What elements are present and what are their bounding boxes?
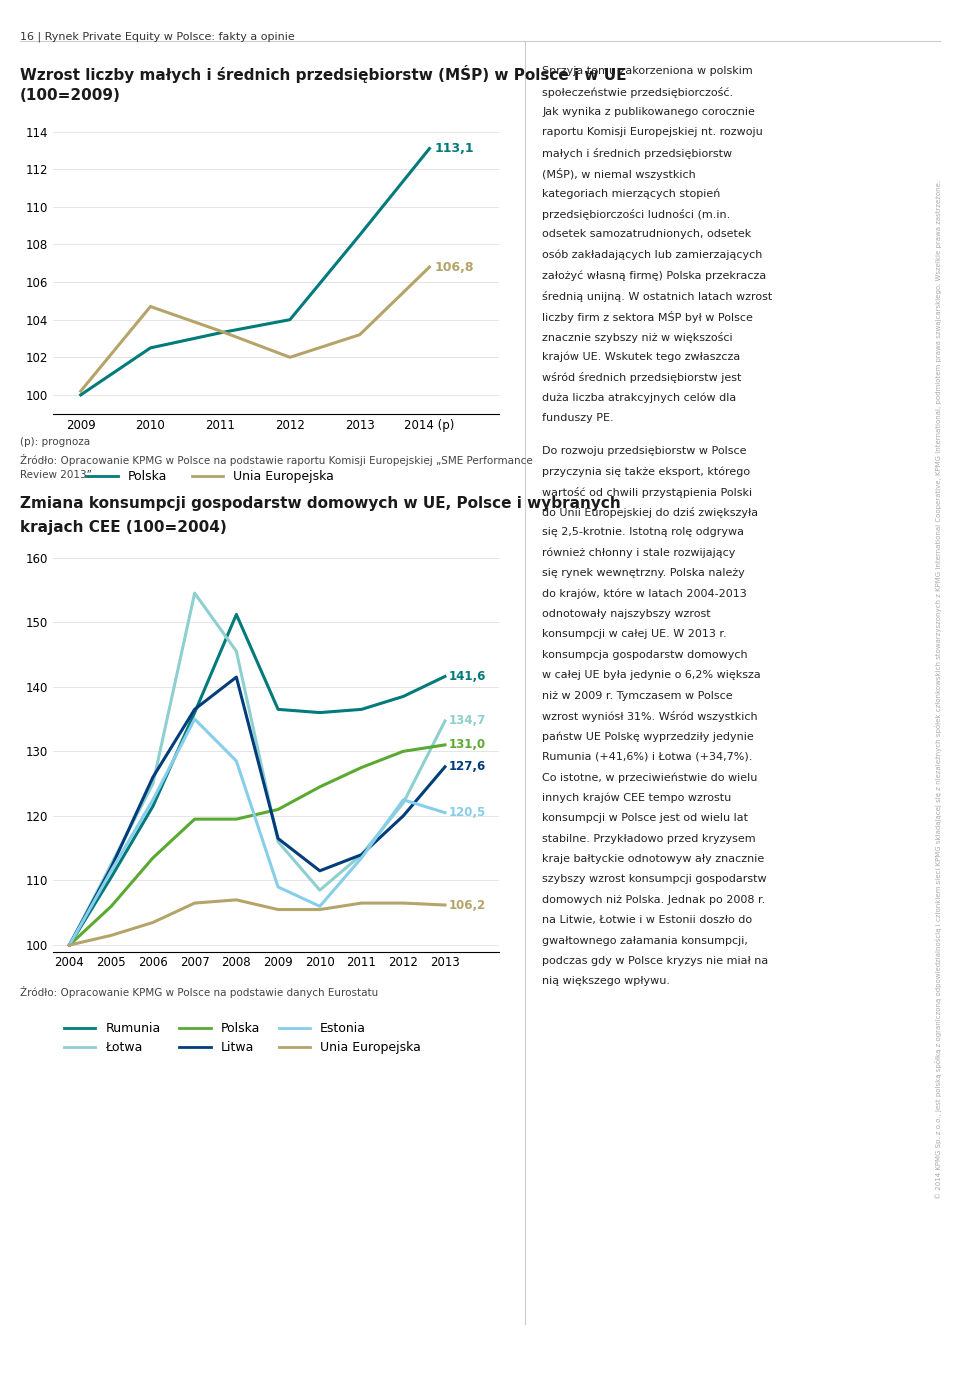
Text: szybszy wzrost konsumpcji gospodarstw: szybszy wzrost konsumpcji gospodarstw: [542, 874, 767, 884]
Text: (p): prognoza: (p): prognoza: [20, 437, 90, 447]
Text: Wzrost liczby małych i średnich przedsiębiorstw (MŚP) w Polsce i w UE: Wzrost liczby małych i średnich przedsię…: [20, 65, 627, 83]
Text: kraje bałtyckie odnotowyw ały znacznie: kraje bałtyckie odnotowyw ały znacznie: [542, 854, 765, 865]
Text: raportu Komisji Europejskiej nt. rozwoju: raportu Komisji Europejskiej nt. rozwoju: [542, 127, 763, 138]
Text: krajów UE. Wskutek tego zwłaszcza: krajów UE. Wskutek tego zwłaszcza: [542, 352, 741, 363]
Text: 106,8: 106,8: [434, 261, 474, 273]
Text: również chłonny i stale rozwijający: również chłonny i stale rozwijający: [542, 547, 735, 558]
Text: 134,7: 134,7: [448, 714, 486, 728]
Text: na Litwie, Łotwie i w Estonii doszło do: na Litwie, Łotwie i w Estonii doszło do: [542, 916, 753, 925]
Text: odsetek samozatrudnionych, odsetek: odsetek samozatrudnionych, odsetek: [542, 229, 752, 240]
Text: duża liczba atrakcyjnych celów dla: duża liczba atrakcyjnych celów dla: [542, 393, 736, 403]
Text: nią większego wpływu.: nią większego wpływu.: [542, 976, 670, 986]
Text: w całej UE była jedynie o 6,2% większa: w całej UE była jedynie o 6,2% większa: [542, 670, 761, 680]
Text: wartość od chwili przystąpienia Polski: wartość od chwili przystąpienia Polski: [542, 487, 753, 498]
Text: 127,6: 127,6: [448, 760, 486, 774]
Text: 120,5: 120,5: [448, 807, 486, 819]
Legend: Rumunia, Łotwa, Polska, Litwa, Estonia, Unia Europejska: Rumunia, Łotwa, Polska, Litwa, Estonia, …: [60, 1016, 426, 1059]
Text: wzrost wyniósł 31%. Wśród wszystkich: wzrost wyniósł 31%. Wśród wszystkich: [542, 712, 758, 723]
Text: kategoriach mierzących stopień: kategoriach mierzących stopień: [542, 189, 721, 199]
Text: wśród średnich przedsiębiorstw jest: wśród średnich przedsiębiorstw jest: [542, 372, 742, 383]
Text: 141,6: 141,6: [448, 670, 486, 683]
Text: Do rozwoju przedsiębiorstw w Polsce: Do rozwoju przedsiębiorstw w Polsce: [542, 445, 747, 456]
Text: małych i średnich przedsiębiorstw: małych i średnich przedsiębiorstw: [542, 148, 732, 159]
Text: 106,2: 106,2: [448, 899, 486, 912]
Text: stabilne. Przykładowo przed kryzysem: stabilne. Przykładowo przed kryzysem: [542, 833, 756, 844]
Text: znacznie szybszy niż w większości: znacznie szybszy niż w większości: [542, 331, 733, 342]
Text: © 2014 KPMG Sp. z o.o., jest polską spółką z ograniczoną odpowiedzialnością i cz: © 2014 KPMG Sp. z o.o., jest polską spół…: [935, 179, 943, 1200]
Text: (100=2009): (100=2009): [20, 88, 121, 103]
Text: domowych niż Polska. Jednak po 2008 r.: domowych niż Polska. Jednak po 2008 r.: [542, 895, 766, 905]
Text: liczby firm z sektora MŚP był w Polsce: liczby firm z sektora MŚP był w Polsce: [542, 312, 754, 323]
Text: się rynek wewnętrzny. Polska należy: się rynek wewnętrzny. Polska należy: [542, 568, 745, 578]
Text: innych krajów CEE tempo wzrostu: innych krajów CEE tempo wzrostu: [542, 793, 732, 803]
Text: krajach CEE (100=2004): krajach CEE (100=2004): [20, 520, 227, 535]
Text: się 2,5-krotnie. Istotną rolę odgrywa: się 2,5-krotnie. Istotną rolę odgrywa: [542, 527, 744, 538]
Text: osób zakładających lub zamierzających: osób zakładających lub zamierzających: [542, 250, 763, 261]
Text: konsumpcja gospodarstw domowych: konsumpcja gospodarstw domowych: [542, 650, 748, 661]
Text: Sprzyja temu zakorzeniona w polskim: Sprzyja temu zakorzeniona w polskim: [542, 66, 754, 76]
Text: do Unii Europejskiej do dziś zwiększyła: do Unii Europejskiej do dziś zwiększyła: [542, 507, 758, 519]
Text: 131,0: 131,0: [448, 738, 486, 752]
Text: gwałtownego załamania konsumpcji,: gwałtownego załamania konsumpcji,: [542, 935, 748, 946]
Text: Rumunia (+41,6%) i Łotwa (+34,7%).: Rumunia (+41,6%) i Łotwa (+34,7%).: [542, 752, 753, 763]
Text: do krajów, które w latach 2004-2013: do krajów, które w latach 2004-2013: [542, 589, 747, 598]
Text: Zmiana konsumpcji gospodarstw domowych w UE, Polsce i wybranych: Zmiana konsumpcji gospodarstw domowych w…: [20, 496, 621, 512]
Text: 16 | Rynek Private Equity w Polsce: fakty a opinie: 16 | Rynek Private Equity w Polsce: fakt…: [20, 32, 295, 43]
Text: funduszy PE.: funduszy PE.: [542, 414, 614, 423]
Legend: Polska, Unia Europejska: Polska, Unia Europejska: [82, 465, 339, 488]
Text: niż w 2009 r. Tymczasem w Polsce: niż w 2009 r. Tymczasem w Polsce: [542, 691, 733, 701]
Text: Jak wynika z publikowanego corocznie: Jak wynika z publikowanego corocznie: [542, 108, 756, 117]
Text: założyć własną firmę) Polska przekracza: założyć własną firmę) Polska przekracza: [542, 270, 767, 281]
Text: Źródło: Opracowanie KPMG w Polsce na podstawie danych Eurostatu: Źródło: Opracowanie KPMG w Polsce na pod…: [20, 986, 378, 998]
Text: (MŚP), w niemal wszystkich: (MŚP), w niemal wszystkich: [542, 168, 696, 181]
Text: odnotowały najszybszy wzrost: odnotowały najszybszy wzrost: [542, 610, 711, 619]
Text: konsumpcji w Polsce jest od wielu lat: konsumpcji w Polsce jest od wielu lat: [542, 814, 749, 823]
Text: 113,1: 113,1: [434, 142, 474, 154]
Text: podczas gdy w Polsce kryzys nie miał na: podczas gdy w Polsce kryzys nie miał na: [542, 956, 769, 967]
Text: konsumpcji w całej UE. W 2013 r.: konsumpcji w całej UE. W 2013 r.: [542, 629, 727, 640]
Text: średnią unijną. W ostatnich latach wzrost: średnią unijną. W ostatnich latach wzros…: [542, 291, 773, 302]
Text: Źródło: Opracowanie KPMG w Polsce na podstawie raportu Komisji Europejskiej „SME: Źródło: Opracowanie KPMG w Polsce na pod…: [20, 454, 533, 466]
Text: przyczynia się także eksport, którego: przyczynia się także eksport, którego: [542, 466, 751, 477]
Text: Co istotne, w przeciwieństwie do wielu: Co istotne, w przeciwieństwie do wielu: [542, 772, 757, 783]
Text: społeczeństwie przedsiębiorczość.: społeczeństwie przedsiębiorczość.: [542, 87, 733, 98]
Text: państw UE Polskę wyprzedziły jedynie: państw UE Polskę wyprzedziły jedynie: [542, 731, 755, 742]
Text: przedsiębiorczości ludności (m.in.: przedsiębiorczości ludności (m.in.: [542, 210, 731, 221]
Text: Review 2013”: Review 2013”: [20, 470, 92, 480]
